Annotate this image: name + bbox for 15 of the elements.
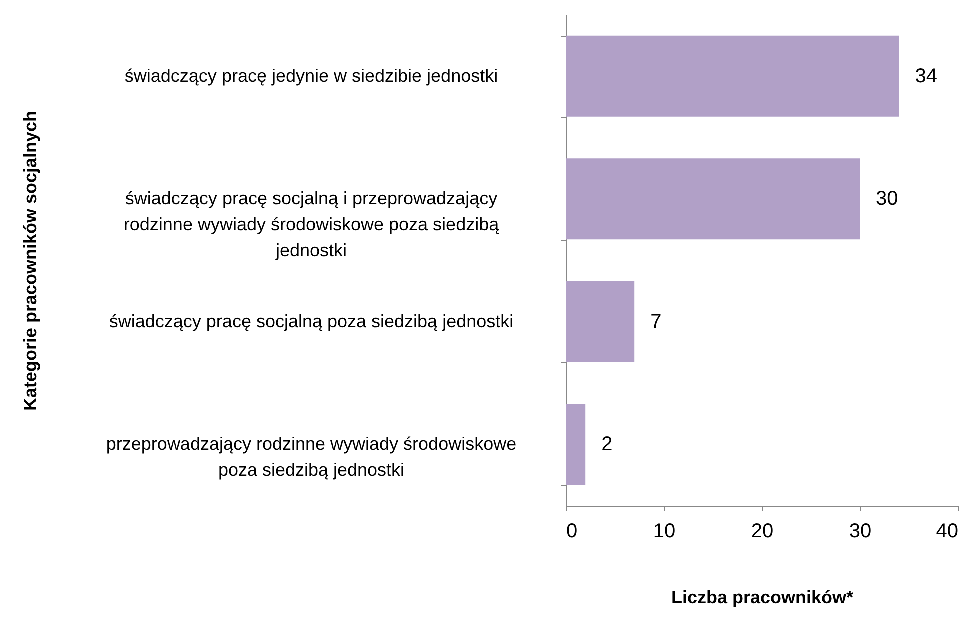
y-tick-label: świadczący pracę jedynie w siedzibie jednostki: [124, 66, 498, 86]
data-label: 2: [602, 434, 613, 456]
y-tick-label: świadczący pracę socjalną poza siedzibą jednostki: [109, 311, 514, 332]
x-tick-label: 0: [566, 520, 578, 542]
x-tick-label: 30: [849, 520, 872, 542]
data-label: 30: [876, 188, 898, 210]
x-tick-label: 20: [751, 520, 774, 542]
y-tick-label: świadczący pracę socjalną i przeprowadzający rodzinne wywiady środowiskowe poza siedzibą jednostki: [124, 188, 500, 261]
data-label: 7: [650, 310, 662, 333]
x-tick-label: 10: [653, 520, 676, 542]
y-axis-title: Kategorie pracowników socjalnych: [20, 110, 40, 412]
x-axis-title: Liczba pracowników*: [671, 588, 854, 608]
y-tick-label: przeprowadzający rodzinne wywiady środowiskowe poza siedzibą jednostki: [106, 434, 517, 480]
data-label: 34: [915, 65, 938, 88]
x-tick-label: 40: [936, 520, 958, 542]
